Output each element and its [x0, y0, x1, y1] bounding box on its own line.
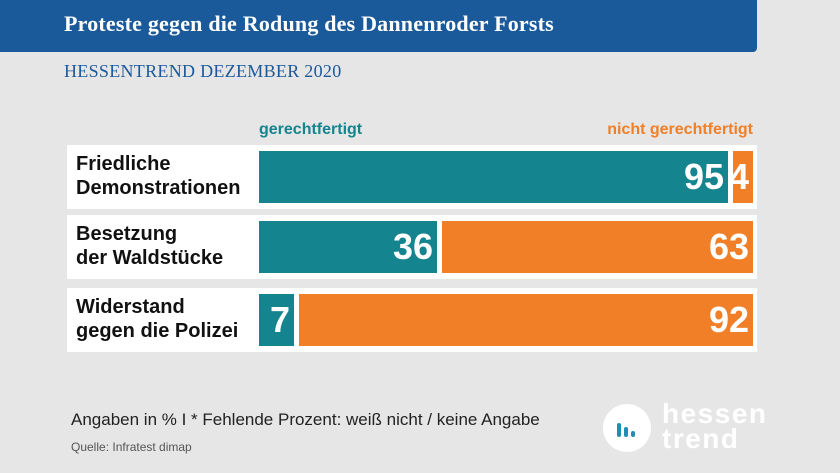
- category-label: Friedliche Demonstrationen: [76, 152, 256, 200]
- title-bar: Proteste gegen die Rodung des Dannenrode…: [0, 0, 757, 52]
- source-note: Quelle: Infratest dimap: [71, 440, 192, 454]
- legend-gerechtfertigt: gerechtfertigt: [259, 121, 363, 138]
- bar-gerechtfertigt: 7: [259, 294, 294, 346]
- data-label-gerechtfertigt: 7: [269, 299, 290, 340]
- bar-gerechtfertigt: 36: [259, 221, 437, 273]
- data-label-nicht-gerechtfertigt: 63: [708, 226, 749, 267]
- bar-row: Friedliche Demonstrationen 95 4: [67, 145, 757, 209]
- bar-row: Besetzung der Waldstücke 36 63: [67, 215, 757, 279]
- data-label-gerechtfertigt: 36: [392, 226, 433, 267]
- category-label-line: der Waldstücke: [76, 247, 224, 269]
- bar-row: Widerstand gegen die Polizei 7 92: [67, 288, 757, 352]
- data-label-gerechtfertigt: 95: [683, 156, 724, 197]
- bar-nicht-gerechtfertigt: 4: [733, 151, 753, 203]
- logo-line-hessen: hessen: [662, 398, 768, 429]
- chart-subtitle: HESSENTREND DEZEMBER 2020: [64, 61, 342, 81]
- category-label-line: Friedliche: [76, 153, 171, 175]
- footnote: Angaben in % I * Fehlende Prozent: weiß …: [71, 410, 540, 429]
- category-label-line: gegen die Polizei: [76, 320, 239, 342]
- category-label: Widerstand gegen die Polizei: [76, 295, 256, 343]
- logo-line-trend: trend: [662, 423, 740, 454]
- legend-nicht-gerechtfertigt: nicht gerechtfertigt: [607, 121, 753, 138]
- bar-gerechtfertigt: 95: [259, 151, 728, 203]
- hessentrend-logo-text: hessen trend: [662, 398, 768, 454]
- category-label-line: Demonstrationen: [76, 177, 241, 199]
- chart-title: Proteste gegen die Rodung des Dannenrode…: [64, 11, 554, 36]
- bar-nicht-gerechtfertigt: 92: [299, 294, 753, 346]
- category-label-line: Widerstand: [76, 296, 185, 318]
- bar-nicht-gerechtfertigt: 63: [442, 221, 753, 273]
- data-label-nicht-gerechtfertigt: 92: [708, 299, 749, 340]
- hessentrend-logo-icon: [603, 404, 651, 452]
- data-label-nicht-gerechtfertigt: 4: [733, 156, 749, 197]
- category-label-line: Besetzung: [76, 223, 178, 245]
- category-label: Besetzung der Waldstücke: [76, 222, 256, 270]
